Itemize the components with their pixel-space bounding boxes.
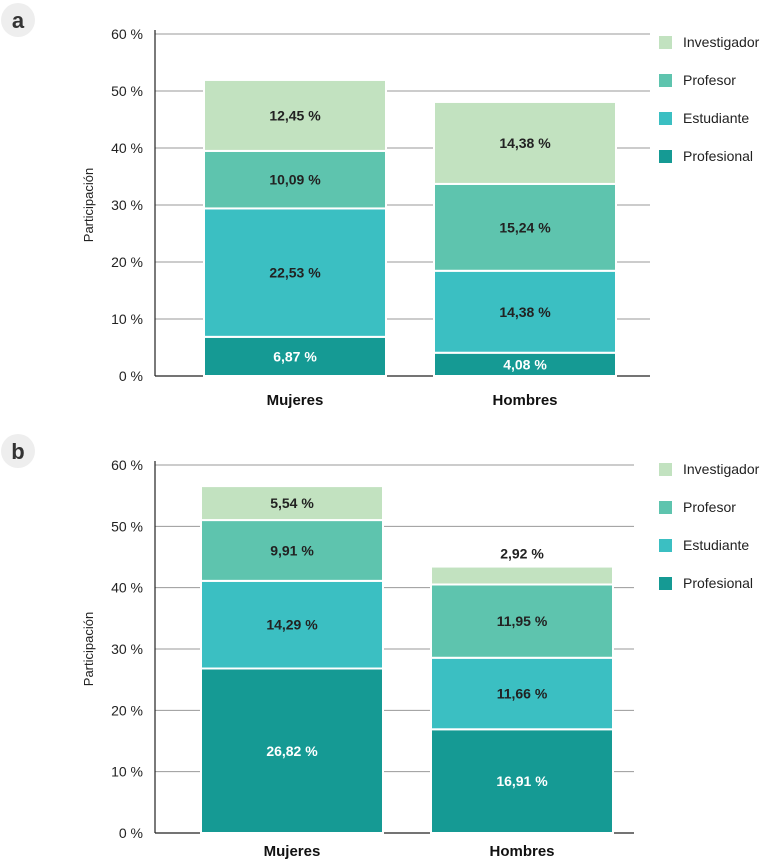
x-category-label: Hombres [492,392,557,409]
bar-segment-profesional-mujeres [200,667,384,835]
data-label: 9,91 % [270,542,314,558]
legend-swatch-profesor [659,74,672,87]
bar-segment-estudiante-mujeres [203,207,387,338]
bar-segment-estudiante-mujeres [200,579,384,670]
y-axis-title: Participación [81,612,96,686]
data-label: 14,38 % [499,304,551,320]
legend-swatch-estudiante [659,539,672,552]
legend-swatch-profesional [659,150,672,163]
data-label: 14,38 % [499,135,551,151]
legend-swatch-estudiante [659,112,672,125]
legend-swatch-profesional [659,577,672,590]
x-category-label: Mujeres [267,392,324,409]
y-tick-label: 40 % [111,580,143,596]
legend-swatch-investigador [659,36,672,49]
data-label: 6,87 % [273,348,317,364]
y-tick-label: 10 % [111,764,143,780]
y-tick-label: 60 % [111,457,143,473]
legend-swatch-investigador [659,463,672,476]
bar-segment-profesor-mujeres [200,519,384,582]
data-label: 14,29 % [266,617,318,633]
x-category-label: Mujeres [264,843,321,860]
y-tick-label: 40 % [111,140,143,156]
bar-segment-profesor-mujeres [203,149,387,210]
data-label: 22,53 % [269,265,321,281]
panel-letter-badge [1,434,35,468]
legend-label-investigador: Investigador [683,34,760,50]
data-label: 4,08 % [503,356,547,372]
data-label: 10,09 % [269,172,321,188]
legend-label-estudiante: Estudiante [683,110,749,126]
data-label: 12,45 % [269,107,321,123]
y-tick-label: 50 % [111,83,143,99]
data-label: 11,95 % [497,613,548,629]
bar-segment-investigador-hombres [430,565,614,586]
data-label: 16,91 % [496,773,548,789]
bar-segment-profesor-hombres [433,182,617,272]
y-tick-label: 0 % [119,368,143,384]
y-axis-title: Participación [81,168,96,242]
bar-segment-estudiante-hombres [433,269,617,354]
bar-segment-investigador-mujeres [200,485,384,522]
y-tick-label: 30 % [111,641,143,657]
bar-segment-estudiante-hombres [430,656,614,731]
y-tick-label: 50 % [111,518,143,534]
y-tick-label: 60 % [111,26,143,42]
legend-label-investigador: Investigador [683,461,760,477]
y-tick-label: 10 % [111,311,143,327]
legend-swatch-profesor [659,501,672,514]
panel-letter: a [12,8,25,33]
legend-label-profesional: Profesional [683,575,753,591]
y-tick-label: 20 % [111,702,143,718]
y-tick-label: 0 % [119,825,143,841]
data-label: 15,24 % [499,219,551,235]
legend-label-profesor: Profesor [683,72,736,88]
panel-letter: b [11,439,24,464]
bar-segment-investigador-mujeres [203,78,387,152]
data-label: 5,54 % [270,495,314,511]
bar-segment-profesional-hombres [430,728,614,835]
data-label: 11,66 % [497,686,548,702]
legend-label-profesor: Profesor [683,499,736,515]
panel-letter-badge [1,3,35,37]
legend-label-estudiante: Estudiante [683,537,749,553]
y-tick-label: 30 % [111,197,143,213]
data-label: 2,92 % [500,546,544,562]
x-category-label: Hombres [489,843,554,860]
y-tick-label: 20 % [111,254,143,270]
legend-label-profesional: Profesional [683,148,753,164]
data-label: 26,82 % [266,743,318,759]
bar-segment-profesor-hombres [430,583,614,659]
bar-segment-investigador-hombres [433,100,617,185]
